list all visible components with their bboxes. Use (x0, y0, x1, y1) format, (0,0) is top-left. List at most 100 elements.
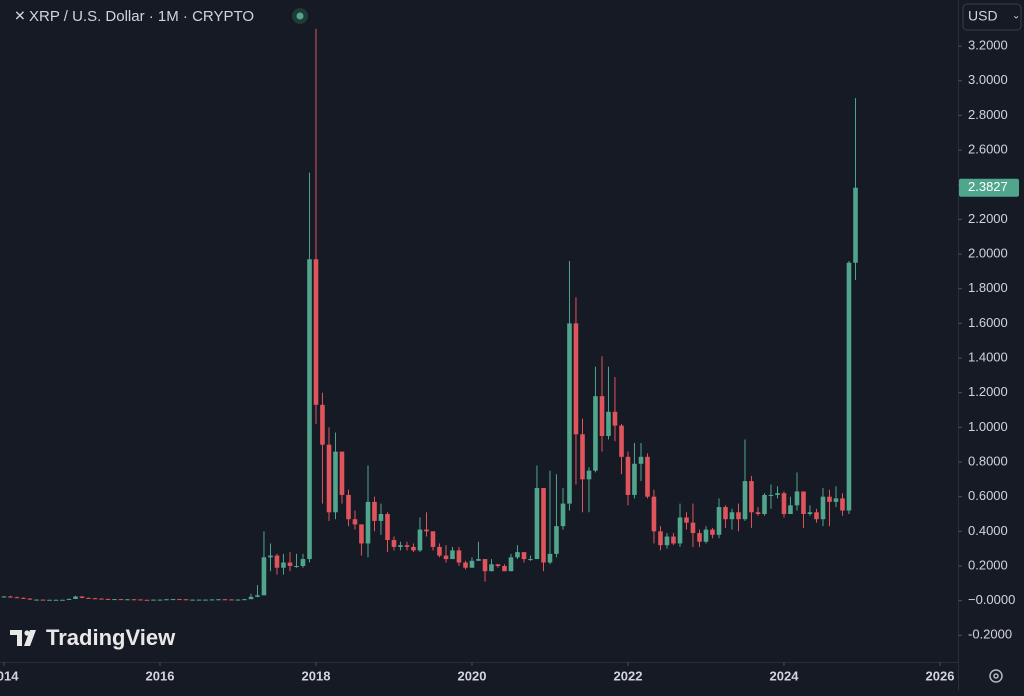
last-price-label: 2.3827 (968, 179, 1008, 194)
candle-body (508, 557, 514, 572)
y-tick-label: 0.2000 (968, 557, 1008, 572)
candle-body (320, 404, 325, 445)
candle-body (677, 517, 683, 544)
candle-body (638, 456, 644, 464)
candle-body (801, 491, 806, 515)
candle-body (495, 564, 501, 566)
candle-body (788, 505, 793, 515)
candle-body (170, 599, 176, 601)
candle-body (437, 546, 442, 556)
last-price-box (959, 178, 1019, 197)
candle-body (125, 599, 130, 601)
candle-body (281, 562, 286, 568)
x-tick-label: 2026 (926, 668, 955, 683)
candle-body (606, 411, 611, 437)
candle-body (768, 494, 774, 496)
candle-body (131, 599, 137, 601)
candle-body (775, 493, 780, 495)
y-tick-label: 2.6000 (968, 142, 1008, 157)
x-tick-label: 2020 (458, 668, 487, 683)
symbol-title: XRP / U.S. Dollar · 1M · CRYPTO (29, 8, 254, 25)
candle-body (710, 529, 715, 535)
candle-body (658, 531, 663, 546)
close-icon[interactable]: ✕ (14, 8, 26, 24)
x-tick-label: 2022 (614, 668, 643, 683)
candle-body (599, 396, 605, 437)
candle-body (14, 597, 20, 599)
candle-body (534, 488, 540, 560)
candle-body (820, 496, 826, 520)
candle-body (580, 434, 585, 480)
candle-body (703, 529, 709, 542)
candle-body (209, 599, 215, 601)
candle-body (313, 259, 319, 405)
candle-body (164, 599, 169, 601)
settings-icon[interactable] (993, 673, 999, 679)
candle-body (723, 507, 728, 520)
candle-body (846, 262, 852, 511)
candle-body (203, 599, 208, 601)
candle-body (411, 546, 416, 551)
logo-icon (10, 630, 36, 646)
candle-body (27, 598, 33, 600)
candle-body (47, 599, 52, 601)
y-tick-label: 2.2000 (968, 211, 1008, 226)
candle-body (671, 536, 676, 544)
candle-body (794, 491, 800, 506)
candle-body (814, 512, 819, 520)
currency-label[interactable]: USD (968, 8, 998, 24)
candle-body (502, 565, 507, 572)
candle-body (385, 514, 390, 540)
candle-body (21, 597, 26, 599)
candle-body (378, 514, 384, 521)
candle-body (586, 470, 592, 480)
candle-body (151, 599, 156, 601)
candle-body (515, 552, 520, 558)
candle-body (177, 599, 182, 601)
candle-body (144, 599, 150, 601)
candle-body (242, 599, 247, 601)
candle-body (274, 555, 280, 568)
candle-body (34, 599, 39, 601)
candle-body (443, 555, 449, 560)
candle-body (79, 596, 85, 598)
y-tick-label: 3.0000 (968, 72, 1008, 87)
candle-body (1, 596, 7, 598)
candle-body (255, 595, 260, 597)
candle-body (645, 456, 650, 497)
candle-body (222, 599, 228, 601)
candle-body (53, 599, 59, 601)
y-tick-label: 1.8000 (968, 280, 1008, 295)
candle-body (307, 259, 312, 560)
candle-body (326, 444, 332, 513)
candle-body (781, 493, 787, 515)
candle-body (469, 560, 475, 568)
candle-body (398, 545, 403, 547)
candle-body (554, 526, 559, 554)
currency-button[interactable] (962, 3, 1022, 31)
dropdown-arrow[interactable]: ⌄ (1012, 11, 1020, 22)
candle-body (287, 562, 293, 566)
candle-body (521, 552, 527, 560)
x-tick-label: 2014 (0, 668, 19, 683)
settings-icon[interactable] (989, 669, 1003, 683)
candle-body (333, 451, 338, 513)
candle-body (736, 512, 741, 520)
candle-body (456, 550, 462, 563)
candle-body (664, 536, 670, 546)
candle-body (118, 599, 124, 601)
candle-body (183, 599, 189, 601)
status-dot (296, 12, 304, 20)
candle-body (573, 323, 579, 435)
plot-area (1, 28, 858, 601)
candle-body (547, 553, 553, 563)
candle-body (567, 323, 572, 504)
candle-body (404, 545, 410, 547)
y-tick-label: 1.6000 (968, 315, 1008, 330)
candle-body (73, 596, 78, 599)
candle-body (196, 599, 202, 601)
candle-body (190, 599, 195, 601)
logo-icon (24, 630, 30, 636)
